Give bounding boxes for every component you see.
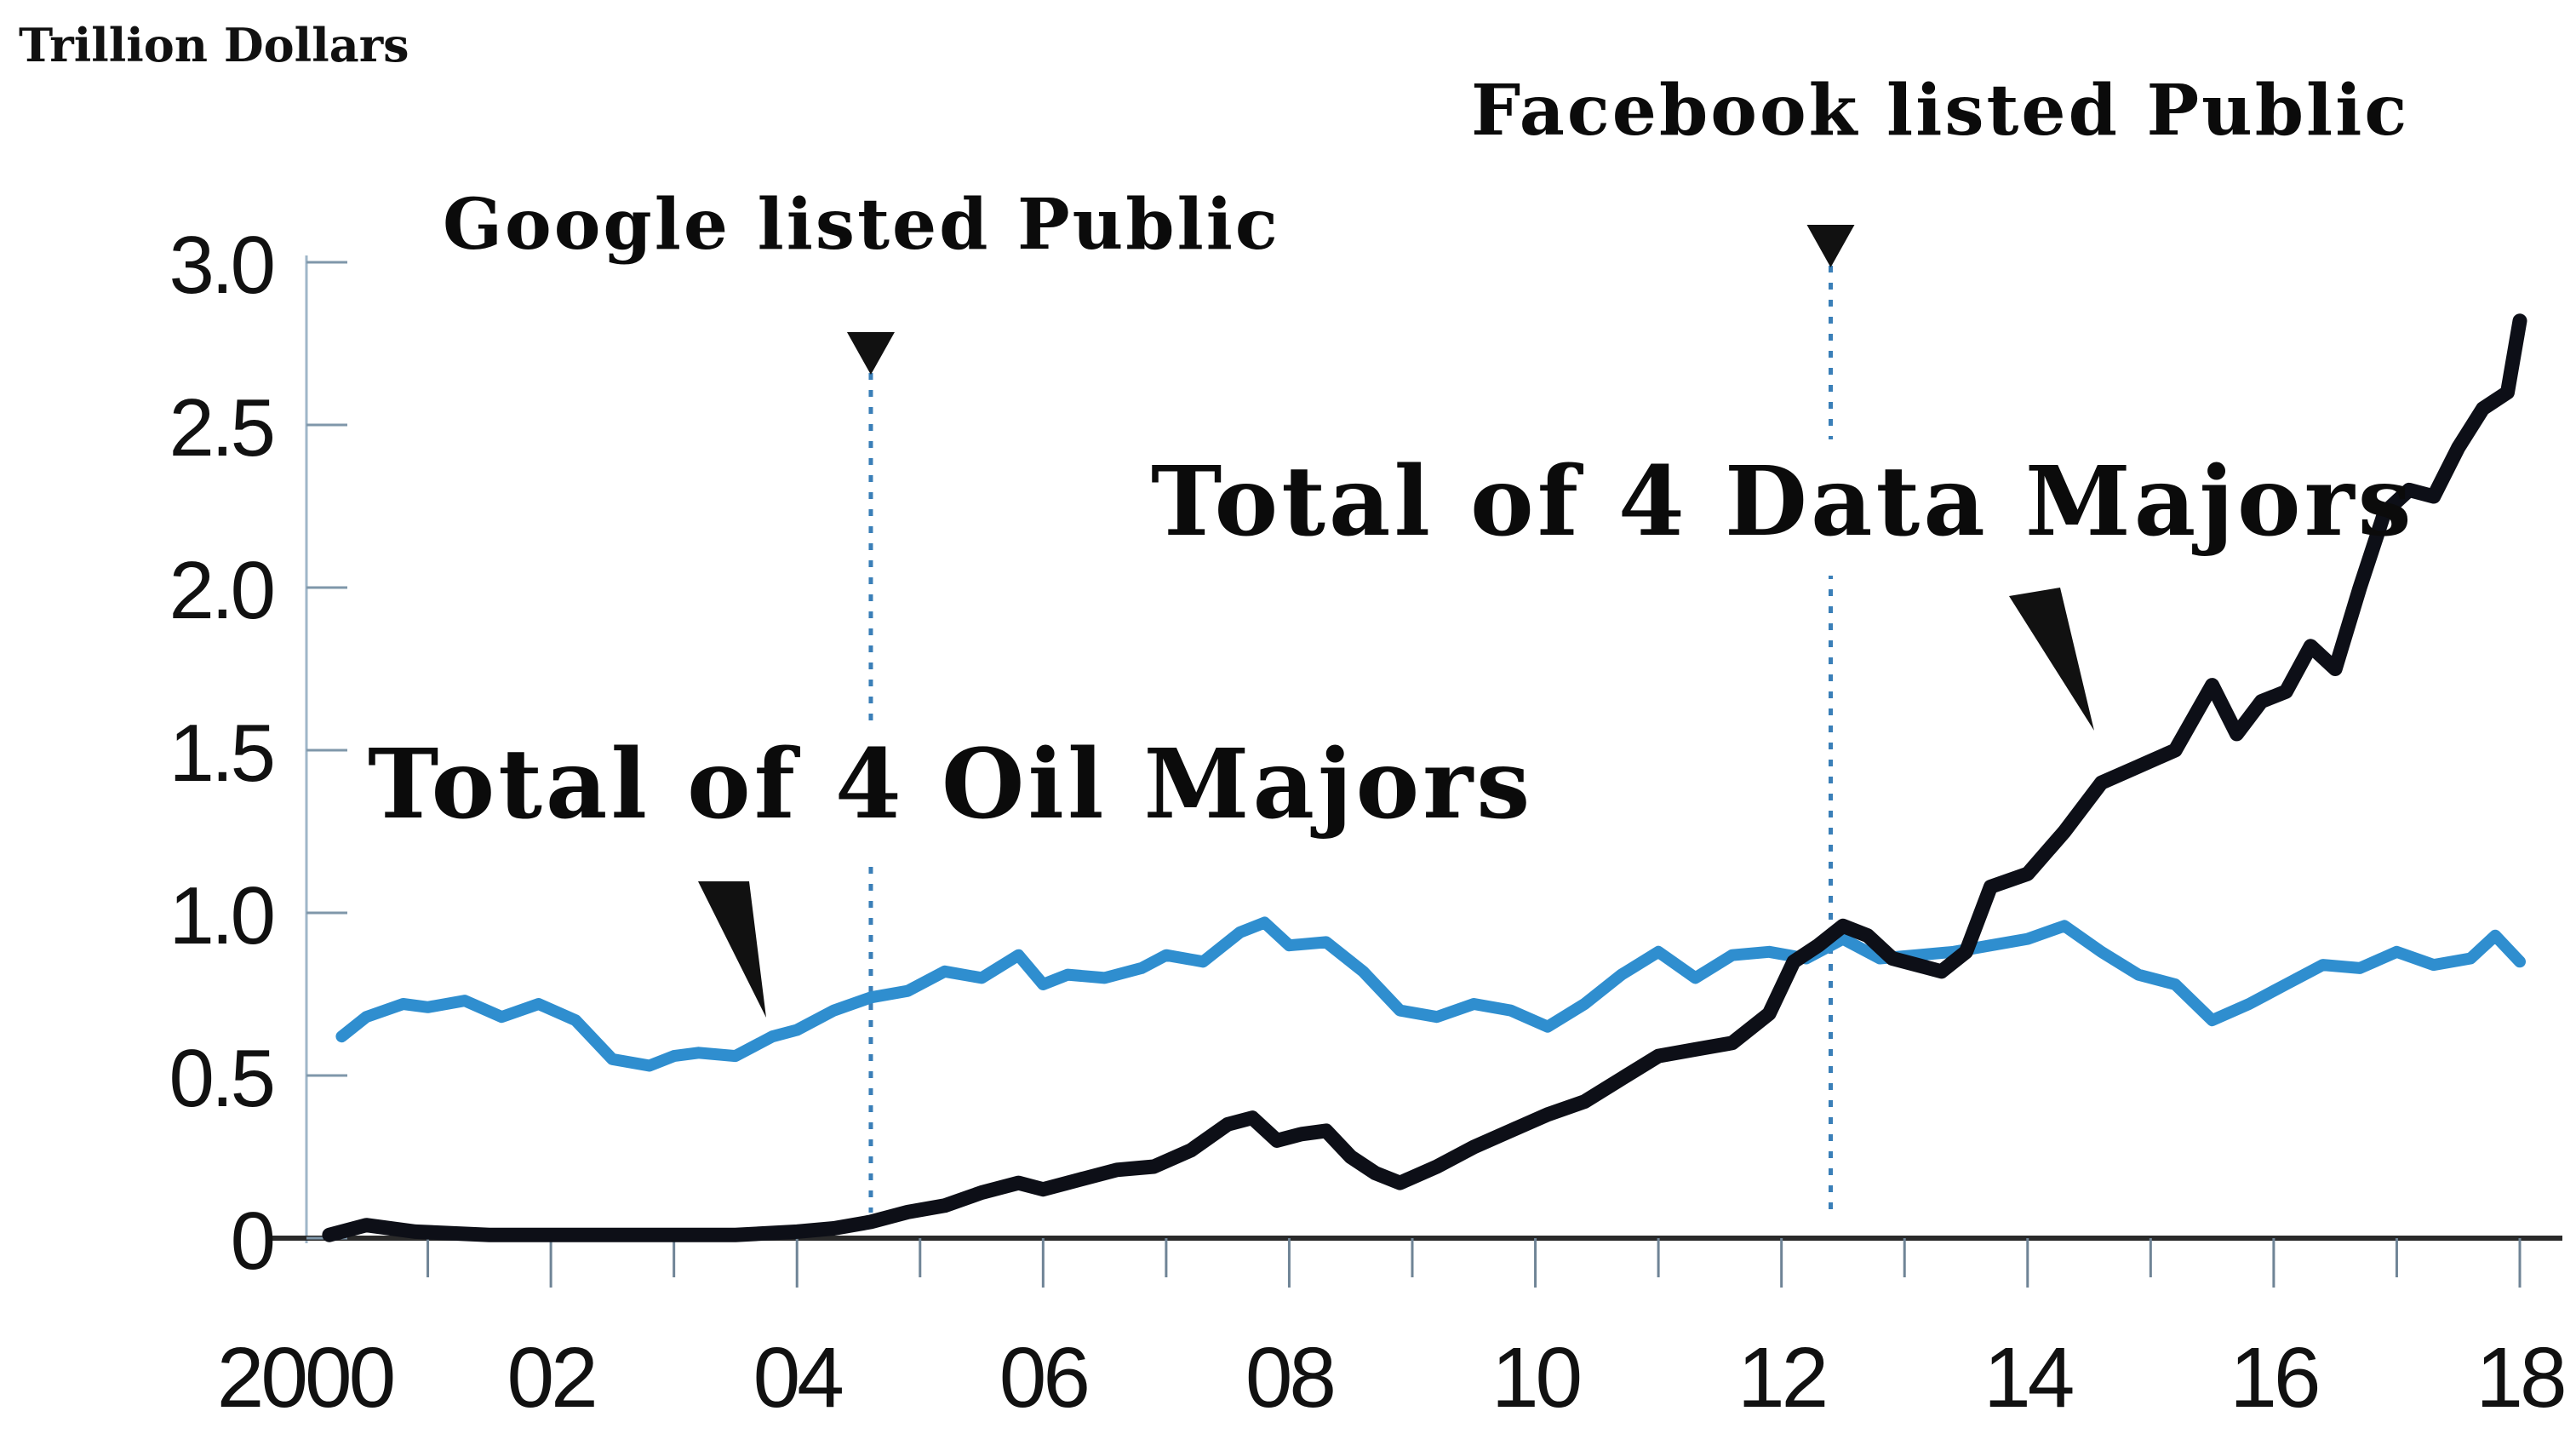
- units-label: Trillion Dollars: [19, 18, 409, 72]
- x-tick-label: 2000: [217, 1330, 393, 1425]
- event-marker-triangle: [846, 332, 895, 375]
- y-tick-label: 2.5: [169, 382, 273, 473]
- x-tick-label: 08: [1245, 1330, 1334, 1425]
- event-label-background: [426, 177, 1319, 279]
- x-tick-label: 06: [999, 1330, 1088, 1425]
- x-tick-label: 10: [1491, 1330, 1580, 1425]
- event-label-background: [1454, 63, 2322, 157]
- series-label: Total of 4 Oil Majors: [368, 729, 1533, 840]
- x-tick-label: 16: [2230, 1330, 2318, 1425]
- y-tick-label: 3.0: [169, 220, 273, 311]
- x-tick-label: 04: [753, 1330, 843, 1425]
- y-tick-label: 0: [231, 1196, 273, 1287]
- series-label-pointer: [2009, 588, 2094, 731]
- y-tick-label: 1.5: [169, 708, 273, 799]
- series-label-pointer: [698, 881, 766, 1018]
- series-label: Total of 4 Data Majors: [1151, 446, 2415, 558]
- y-tick-label: 1.0: [169, 870, 273, 961]
- event-marker-triangle: [1806, 225, 1855, 267]
- y-tick-label: 2.0: [169, 545, 273, 636]
- x-tick-label: 02: [507, 1330, 594, 1425]
- y-tick-label: 0.5: [169, 1033, 273, 1124]
- oil-majors-line: [335, 916, 2526, 1072]
- series-label-background: [347, 722, 1445, 858]
- data-majors-line: [322, 313, 2527, 1242]
- x-tick-label: 14: [1984, 1330, 2073, 1425]
- x-tick-label: 12: [1737, 1330, 1825, 1425]
- x-tick-label: 18: [2476, 1330, 2564, 1425]
- event-label: Facebook listed Public: [1471, 70, 2409, 152]
- series-label-background: [1131, 439, 2314, 576]
- event-label: Google listed Public: [443, 184, 1280, 266]
